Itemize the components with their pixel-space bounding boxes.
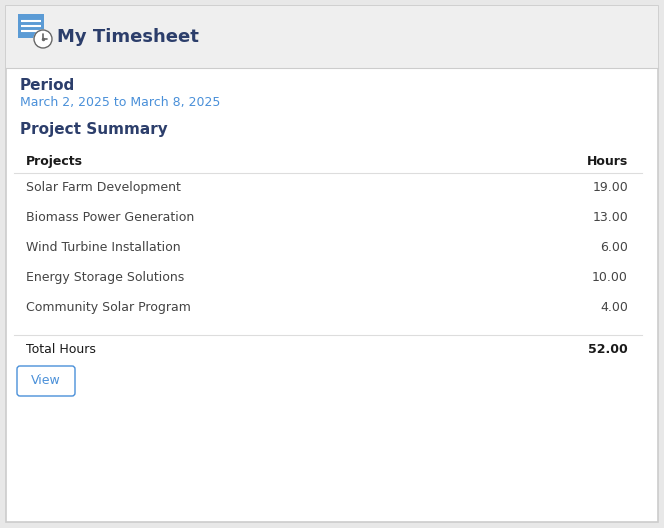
Text: Projects: Projects: [26, 155, 83, 168]
Text: Energy Storage Solutions: Energy Storage Solutions: [26, 271, 184, 284]
Text: Biomass Power Generation: Biomass Power Generation: [26, 211, 195, 224]
Text: 19.00: 19.00: [592, 181, 628, 194]
Text: View: View: [31, 374, 61, 388]
FancyBboxPatch shape: [6, 6, 658, 68]
Text: Hours: Hours: [587, 155, 628, 168]
Text: Period: Period: [20, 78, 75, 93]
Circle shape: [34, 30, 52, 48]
Text: March 2, 2025 to March 8, 2025: March 2, 2025 to March 8, 2025: [20, 96, 220, 109]
Text: Total Hours: Total Hours: [26, 343, 96, 356]
Text: 52.00: 52.00: [588, 343, 628, 356]
FancyBboxPatch shape: [6, 6, 658, 522]
FancyBboxPatch shape: [18, 14, 44, 38]
Text: Solar Farm Development: Solar Farm Development: [26, 181, 181, 194]
FancyBboxPatch shape: [17, 366, 75, 396]
Text: 6.00: 6.00: [600, 241, 628, 254]
Text: 13.00: 13.00: [592, 211, 628, 224]
Text: 10.00: 10.00: [592, 271, 628, 284]
Text: Project Summary: Project Summary: [20, 122, 168, 137]
Text: Community Solar Program: Community Solar Program: [26, 301, 191, 314]
Text: My Timesheet: My Timesheet: [57, 28, 199, 46]
Text: Wind Turbine Installation: Wind Turbine Installation: [26, 241, 181, 254]
Text: 4.00: 4.00: [600, 301, 628, 314]
